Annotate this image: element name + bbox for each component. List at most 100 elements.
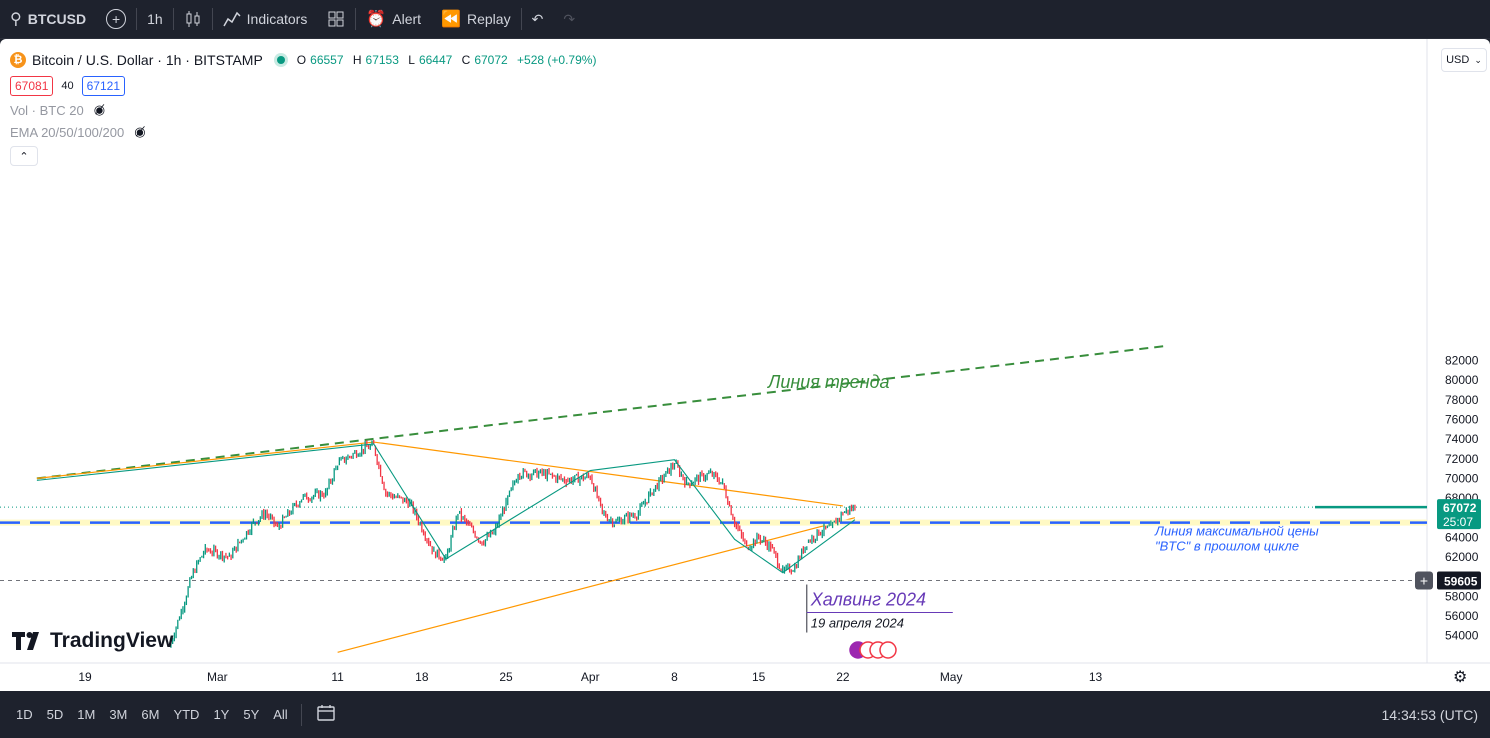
range-button-5y[interactable]: 5Y bbox=[243, 707, 260, 722]
crosshair-price-value: 59605 bbox=[1444, 575, 1478, 589]
low-label: L bbox=[408, 53, 415, 67]
sell-price-button[interactable]: 67081 bbox=[10, 76, 54, 96]
last-price-value: 67072 bbox=[1443, 501, 1477, 515]
date-range-buttons: 1D 5D 1M 3M 6M YTD 1Y 5Y All bbox=[0, 707, 295, 722]
bitcoin-logo-icon: ₿ bbox=[10, 52, 26, 68]
replay-button[interactable]: ⏪ Replay bbox=[431, 0, 521, 38]
price-tick-label: 74000 bbox=[1445, 432, 1479, 446]
plus-icon: + bbox=[1420, 573, 1428, 589]
alert-button[interactable]: ⏰ Alert bbox=[356, 0, 431, 38]
open-value: 66557 bbox=[310, 53, 344, 67]
range-button-all[interactable]: All bbox=[273, 707, 288, 722]
range-button-5d[interactable]: 5D bbox=[46, 707, 64, 722]
top-toolbar: ⚲ BTCUSD + 1h Indicators ⏰ Alert ⏪ Repla… bbox=[0, 0, 1490, 39]
chart-type-button[interactable] bbox=[174, 0, 212, 38]
alarm-clock-icon: ⏰ bbox=[366, 11, 387, 28]
redo-button[interactable]: ↷ bbox=[553, 0, 585, 38]
chevron-up-icon: ⌃ bbox=[19, 150, 29, 163]
range-button-ytd[interactable]: YTD bbox=[173, 707, 200, 722]
time-tick-label: Mar bbox=[207, 670, 228, 684]
time-tick-label: 15 bbox=[752, 670, 766, 684]
range-button-1d[interactable]: 1D bbox=[16, 707, 33, 722]
undo-icon: ↶ bbox=[531, 10, 544, 27]
orange-resistance-line[interactable] bbox=[36, 441, 843, 507]
price-tick-label: 58000 bbox=[1445, 589, 1479, 603]
max-line-label: Линия максимальной цены bbox=[1154, 523, 1319, 538]
candles-icon bbox=[186, 11, 200, 27]
settings-icon[interactable]: ⚙ bbox=[1453, 669, 1468, 686]
eye-hidden-icon[interactable]: ◉̸ bbox=[93, 102, 106, 117]
trend-line[interactable] bbox=[36, 344, 1168, 480]
tradingview-mark-icon bbox=[12, 632, 39, 650]
time-tick-label: 11 bbox=[331, 670, 344, 684]
interval-button[interactable]: 1h bbox=[147, 11, 163, 27]
orange-support-line[interactable] bbox=[337, 517, 856, 653]
price-tick-label: 76000 bbox=[1445, 412, 1479, 426]
collapse-legend-button[interactable]: ⌃ bbox=[10, 146, 38, 166]
time-tick-label: 18 bbox=[415, 670, 429, 684]
price-tick-label: 54000 bbox=[1445, 629, 1479, 643]
legend-ema-row[interactable]: EMA 20/50/100/200 ◉̸ bbox=[10, 121, 602, 143]
time-tick-label: 25 bbox=[499, 670, 513, 684]
eye-hidden-icon[interactable]: ◉̸ bbox=[134, 124, 146, 139]
time-tick-label: 13 bbox=[1089, 670, 1103, 684]
currency-button[interactable]: USD ⌄ bbox=[1441, 48, 1487, 72]
add-symbol-button[interactable]: + bbox=[96, 0, 136, 38]
market-status-icon[interactable] bbox=[276, 56, 285, 64]
legend-main-row: ₿ Bitcoin / U.S. Dollar · 1h · BITSTAMP … bbox=[10, 49, 602, 71]
goto-date-button[interactable] bbox=[308, 704, 344, 725]
redo-icon: ↷ bbox=[563, 10, 576, 27]
price-tick-label: 72000 bbox=[1445, 452, 1479, 466]
price-tick-label: 56000 bbox=[1445, 609, 1479, 623]
undo-button[interactable]: ↶ bbox=[522, 0, 554, 38]
candle-countdown: 25:07 bbox=[1443, 515, 1473, 529]
plus-circle-icon: + bbox=[106, 9, 127, 29]
layouts-button[interactable] bbox=[317, 0, 355, 38]
legend-title[interactable]: Bitcoin / U.S. Dollar · 1h · BITSTAMP bbox=[32, 52, 263, 68]
max-price-highlight bbox=[0, 519, 1427, 526]
volume-indicator-label: Vol · BTC 20 bbox=[10, 102, 84, 118]
chart-panel[interactable]: 5400056000580006000062000640006600068000… bbox=[0, 39, 1490, 691]
legend-volume-row[interactable]: Vol · BTC 20 ◉̸ bbox=[10, 99, 602, 121]
ema-indicator-label: EMA 20/50/100/200 bbox=[10, 124, 125, 140]
tradingview-wordmark: TradingView bbox=[50, 629, 174, 652]
legend-ohlc: O 66557 H 67153 L 66447 C 67072 +528 (+0.79%… bbox=[297, 53, 603, 67]
economic-event-icon[interactable] bbox=[879, 641, 897, 659]
candles-group bbox=[170, 439, 856, 648]
add-alert-button[interactable] bbox=[1415, 571, 1433, 590]
halving-date: 19 апреля 2024 bbox=[811, 616, 904, 631]
crosshair-price-tag bbox=[1437, 571, 1481, 590]
range-button-1m[interactable]: 1M bbox=[77, 707, 96, 722]
high-value: 67153 bbox=[365, 53, 399, 67]
indicators-button[interactable]: Indicators bbox=[213, 0, 318, 38]
open-label: O bbox=[296, 53, 307, 67]
trend-line-label: Линия тренда bbox=[767, 372, 890, 392]
halving-title: Халвинг 2024 bbox=[810, 590, 926, 610]
price-chart[interactable]: 5400056000580006000062000640006600068000… bbox=[0, 39, 1490, 691]
range-button-3m[interactable]: 3M bbox=[109, 707, 128, 722]
bottom-toolbar: 1D 5D 1M 3M 6M YTD 1Y 5Y All 14:34:53 (UTC) bbox=[0, 691, 1490, 738]
symbol-search[interactable]: ⚲ BTCUSD bbox=[0, 0, 96, 38]
price-tick-label: 80000 bbox=[1445, 373, 1479, 387]
pattern-lines[interactable] bbox=[36, 443, 856, 574]
range-button-1y[interactable]: 1Y bbox=[213, 707, 230, 722]
indicators-label: Indicators bbox=[246, 11, 308, 27]
utc-clock[interactable]: 14:34:53 (UTC) bbox=[1381, 706, 1478, 723]
grid-icon bbox=[328, 11, 344, 27]
legend-collapse-row: ⌃ bbox=[10, 145, 602, 167]
range-button-6m[interactable]: 6M bbox=[141, 707, 160, 722]
price-tick-label: 64000 bbox=[1445, 530, 1479, 544]
time-tick-label: 8 bbox=[671, 670, 678, 684]
rewind-icon: ⏪ bbox=[441, 11, 461, 28]
symbol-label: BTCUSD bbox=[27, 11, 87, 27]
currency-label: USD bbox=[1446, 54, 1470, 66]
indicators-icon bbox=[222, 11, 241, 27]
replay-label: Replay bbox=[466, 11, 511, 27]
calendar-range-icon bbox=[317, 705, 335, 721]
tradingview-logo[interactable]: TradingView bbox=[12, 629, 173, 653]
price-tick-label: 82000 bbox=[1445, 354, 1479, 368]
legend-trade-row: 67081 40 67121 bbox=[10, 75, 602, 97]
buy-price-button[interactable]: 67121 bbox=[81, 76, 125, 96]
time-tick-label: 22 bbox=[836, 670, 850, 684]
high-label: H bbox=[352, 53, 362, 67]
